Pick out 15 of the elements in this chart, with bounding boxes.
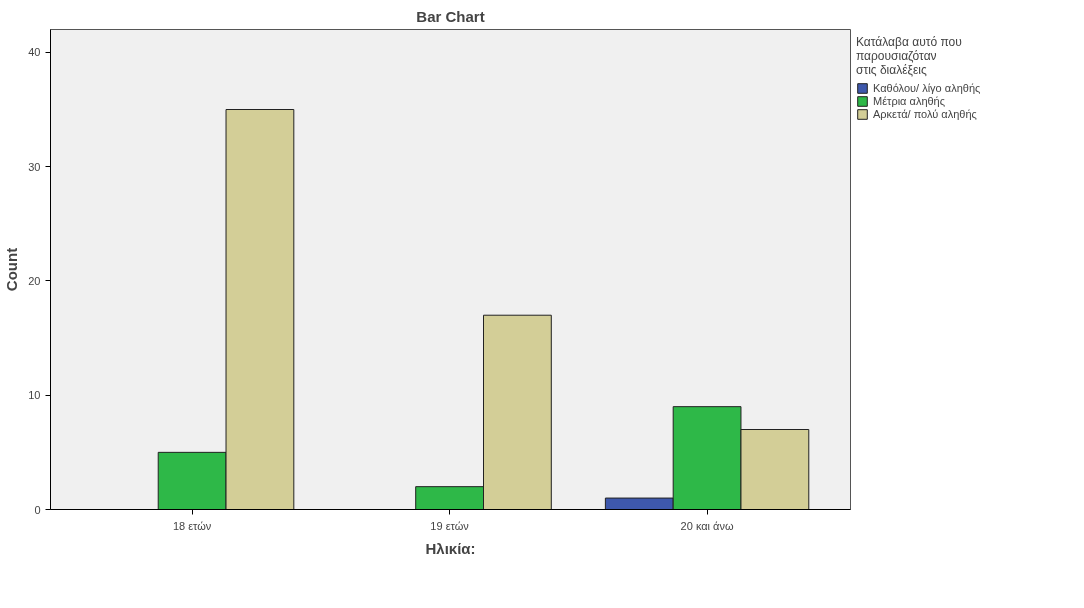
chart-title: Bar Chart — [416, 7, 485, 25]
y-tick-label: 40 — [28, 46, 41, 59]
y-tick-label: 30 — [28, 160, 41, 173]
y-tick-label: 10 — [28, 389, 41, 402]
x-tick-label: 19 ετών — [430, 519, 470, 532]
y-axis-title: Count — [3, 247, 21, 292]
x-axis-title: Ηλικία: — [425, 539, 476, 557]
legend-title: Κατάλαβα αυτό που παρουσιαζόταν στις διαλέξεις — [856, 35, 963, 77]
x-tick-label: 20 και άνω — [680, 519, 734, 532]
legend-label: Μέτρια αληθής — [873, 95, 946, 107]
y-tick-label: 20 — [28, 274, 41, 287]
legend-label: Αρκετά/ πολύ αληθής — [873, 108, 977, 120]
x-tick-label: 18 ετών — [172, 519, 212, 532]
legend-label: Καθόλου/ λίγο αληθής — [873, 82, 981, 94]
y-tick-label: 0 — [34, 503, 41, 516]
